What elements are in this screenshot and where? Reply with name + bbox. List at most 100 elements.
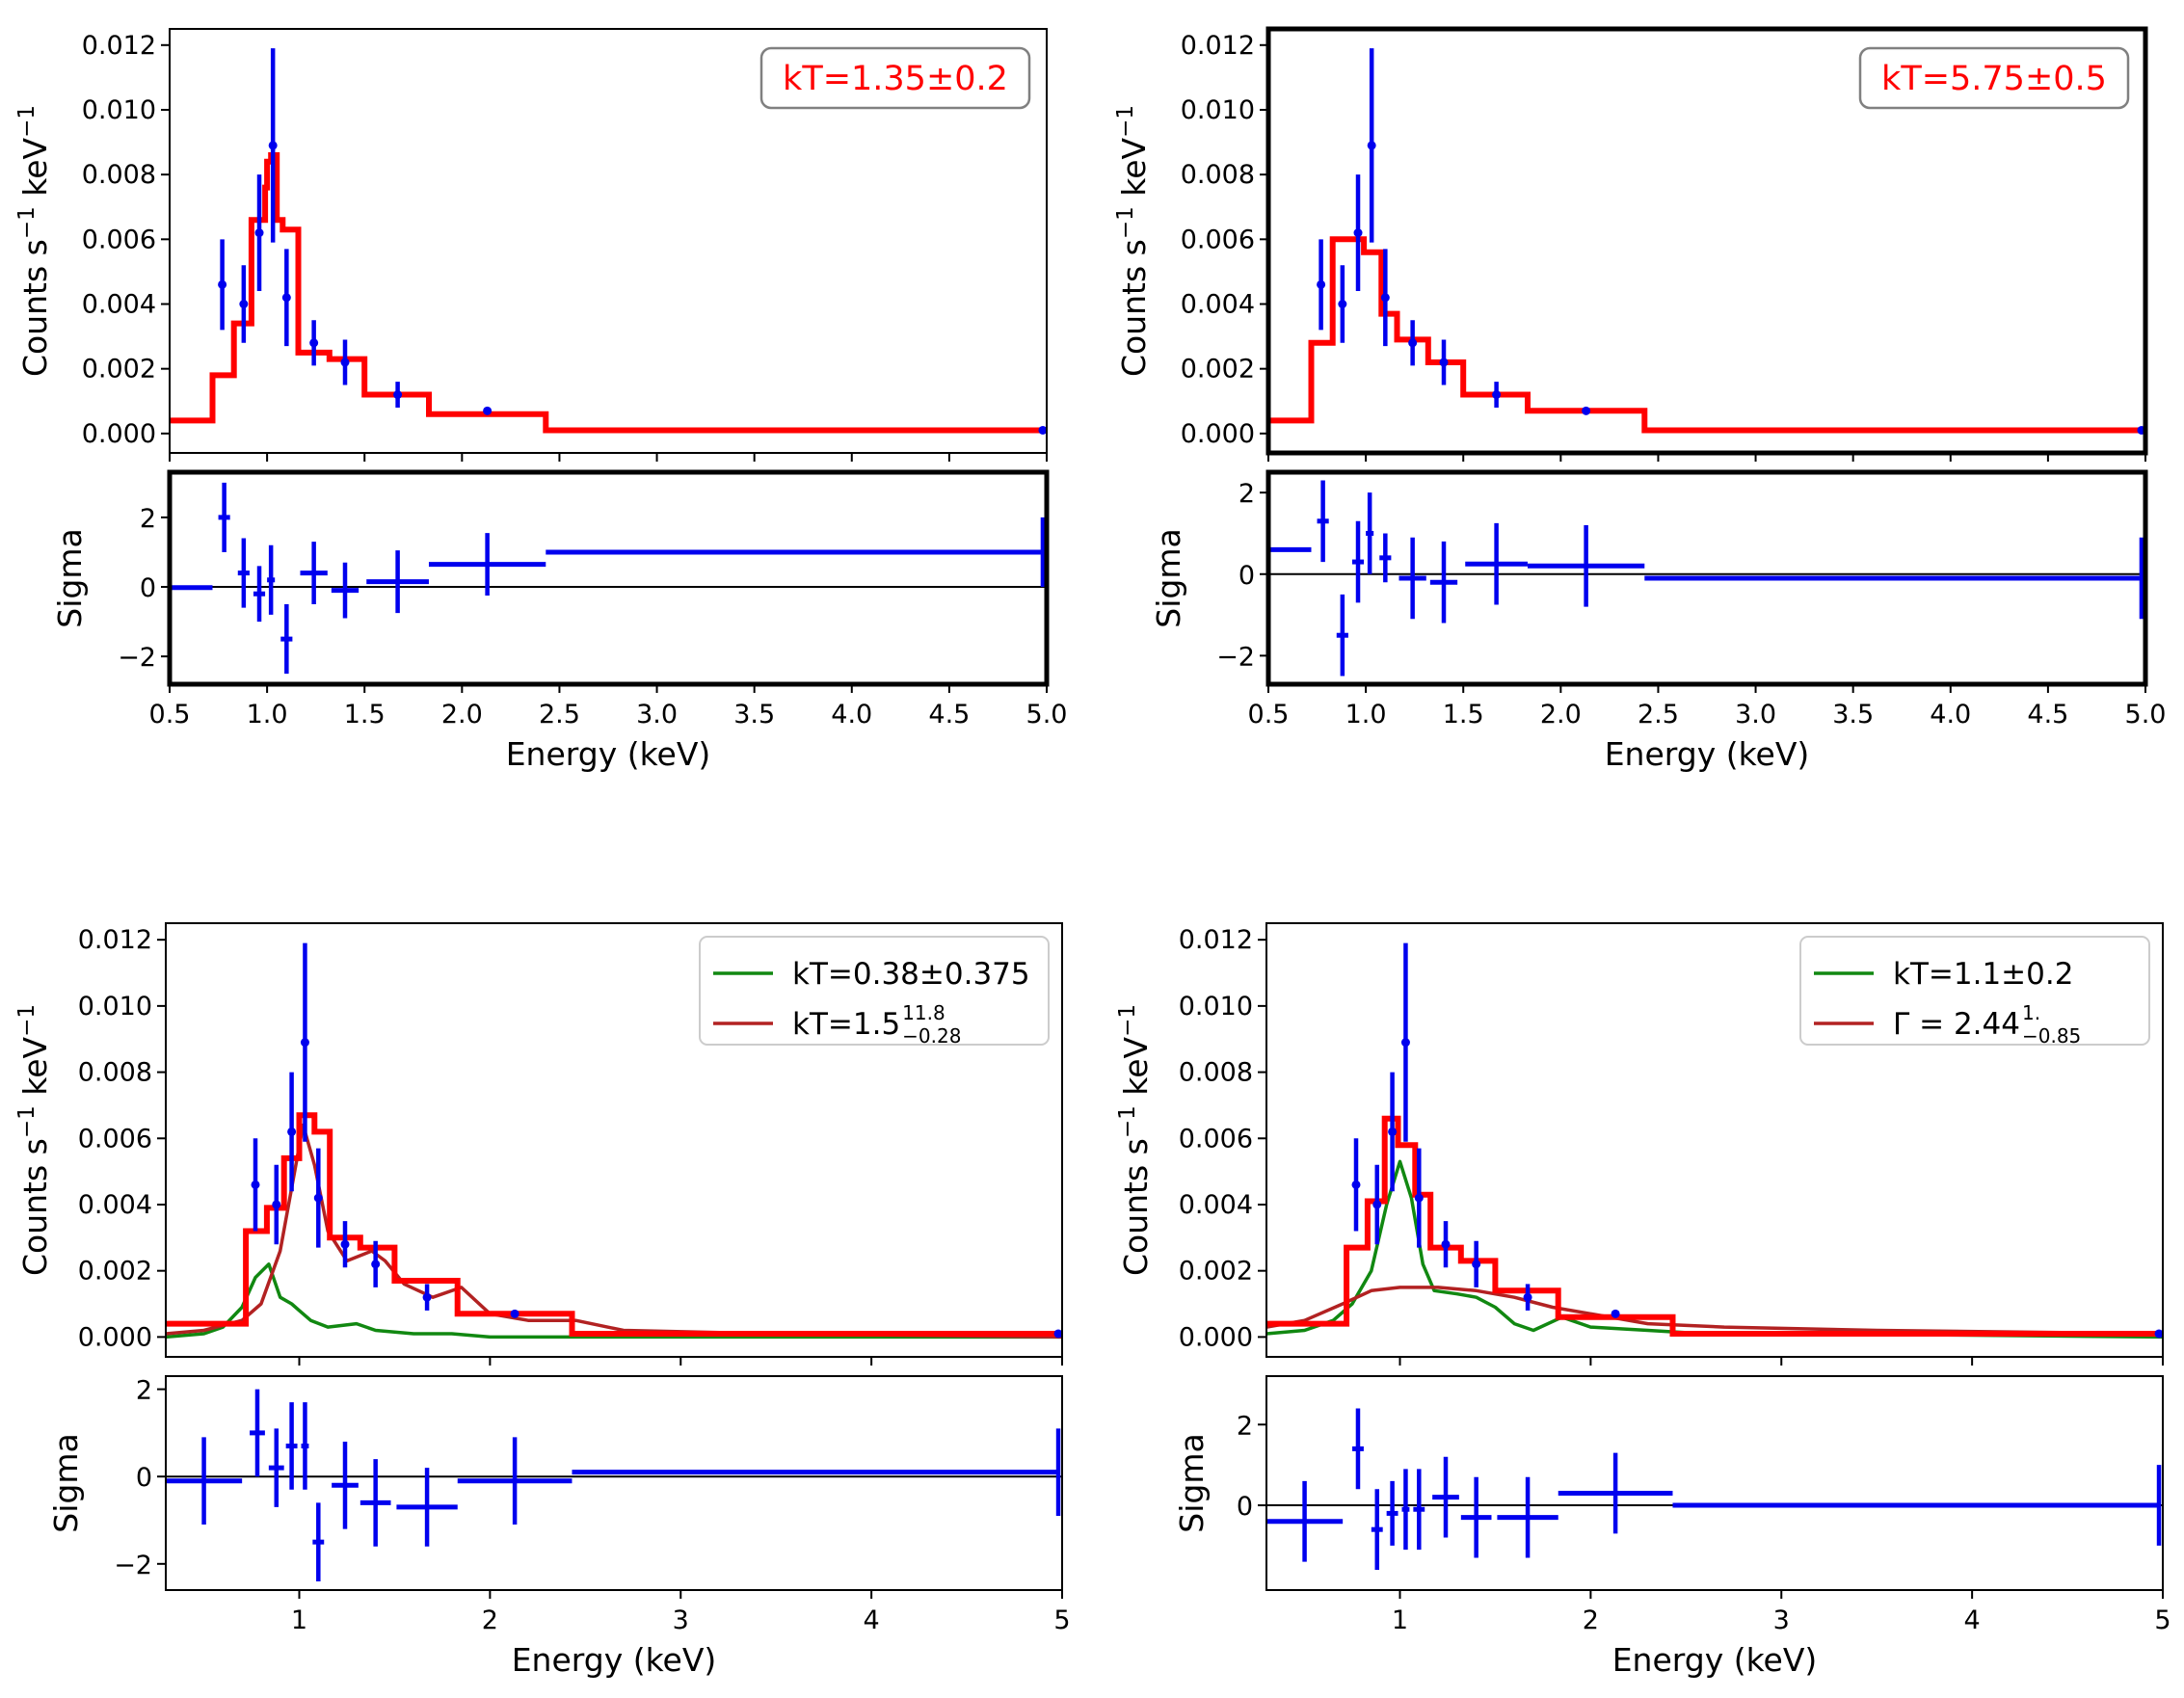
y-tick-label: 0.010 [1179, 992, 1253, 1021]
spectrum-data-point [1472, 1240, 1481, 1287]
legend-superscript: 1. [2022, 1001, 2040, 1024]
y-axis-title-sigma: Sigma [1173, 1433, 1211, 1532]
x-tick-label: 2.0 [1540, 700, 1582, 730]
y-tick-label: 0.004 [82, 289, 156, 319]
y-tick-label: 0.008 [78, 1058, 152, 1088]
y-tick-label: 0.000 [1179, 1322, 1253, 1352]
x-tick-label: 2.5 [539, 700, 580, 730]
residual-point [237, 538, 250, 608]
residual-point [1432, 1456, 1459, 1538]
spectrum-axes: 0.000 0.002 0.004 0.006 0.008 0.010 0.012 Count… [14, 922, 1063, 1366]
spectrum-data-point [1038, 425, 1047, 435]
spectrum-axes-frame [1265, 26, 2148, 456]
spectrum-data-point [340, 1221, 350, 1268]
spectrum-data-point [1492, 382, 1502, 408]
y-tick-label: 0.008 [82, 160, 156, 190]
legend-frame [1799, 936, 2150, 1046]
residual-point [457, 1437, 573, 1526]
legend-label: Γ = 2.44 [1893, 1007, 2020, 1042]
spectrum-data-point [239, 265, 249, 343]
y-axis-title-counts: Counts s−1 keV−1 [14, 105, 54, 377]
spectrum-data-point [1414, 1148, 1424, 1248]
residual-point [280, 604, 293, 675]
residual-point [1352, 1408, 1364, 1490]
spectrum-data-point [287, 1072, 297, 1192]
spectrum-data-point [1611, 1309, 1620, 1318]
total-model-step-line [166, 1112, 1062, 1337]
spectrum-axes: 0.000 0.002 0.004 0.006 0.008 0.010 0.012 Count… [1115, 922, 2164, 1366]
y-tick-label: 0.002 [78, 1257, 152, 1287]
x-tick-label: 1.0 [247, 700, 288, 730]
total-model-step-line [1268, 236, 2145, 434]
spectrum-data-point [1439, 339, 1449, 385]
x-tick-label: 1 [291, 1605, 307, 1635]
spectrum-data-point [2154, 1329, 2163, 1339]
y-tick-label: 0 [140, 573, 156, 603]
residual-axes-frame [165, 1375, 1063, 1591]
spectrum-data-point [313, 1148, 323, 1248]
spectrum-data-point [281, 249, 291, 347]
y-tick-label: 0.004 [1179, 1190, 1253, 1220]
legend-label: kT=1.5 [792, 1007, 900, 1042]
y-tick-label: 0.000 [82, 419, 156, 449]
kt-annotation-text: kT=5.75±0.5 [1881, 60, 2107, 98]
residual-point [1336, 594, 1348, 677]
legend: kT=1.1±0.2 Γ = 2.44 1.−0.85 [1799, 936, 2150, 1048]
y-tick-label: 0.006 [1181, 225, 1255, 254]
residual-point [1379, 533, 1392, 583]
x-tick-label: 0.5 [1248, 700, 1290, 730]
spectrum-data-point [1367, 48, 1376, 243]
residual-point [268, 1428, 284, 1507]
residual-axes-frame [167, 469, 1050, 687]
legend-item: kT=1.5 11.8−0.28 [713, 1001, 961, 1048]
spectrum-axes-frame [169, 28, 1048, 454]
residual-point [1398, 537, 1426, 620]
legend-label: kT=1.1±0.2 [1893, 957, 2073, 992]
residual-point [218, 482, 230, 552]
residual-point [366, 550, 429, 614]
y-axis-title-sigma: Sigma [1150, 528, 1187, 627]
panel-bottom-right: 0.000 0.002 0.004 0.006 0.008 0.010 0.012 Count… [1115, 922, 2171, 1679]
legend-item: kT=0.38±0.375 [713, 957, 1030, 992]
x-tick-label: 5 [2154, 1605, 2171, 1635]
y-tick-label: 0.008 [1181, 160, 1255, 190]
x-tick-label: 5 [1053, 1605, 1070, 1635]
y-tick-label: 0 [136, 1463, 152, 1493]
y-axis-title-sigma: Sigma [47, 1433, 85, 1532]
spectrum-plot-area [1268, 48, 2145, 435]
residual-point [332, 1441, 359, 1529]
x-tick-label: 1.0 [1345, 700, 1387, 730]
y-tick-label: 0.012 [1179, 925, 1253, 955]
residual-point [1465, 522, 1528, 605]
spectrum-data-point [1380, 249, 1390, 347]
residual-point [1317, 480, 1329, 563]
kt-annotation-text: kT=1.35±0.2 [783, 60, 1008, 98]
y-tick-label: 0.004 [1181, 289, 1255, 319]
x-axis-title: Energy (keV) [506, 735, 711, 773]
y-tick-label: 2 [1237, 1411, 1253, 1441]
legend-label: kT=0.38±0.375 [792, 957, 1030, 992]
residual-plot-area [170, 482, 1047, 675]
x-tick-label: 4.5 [2027, 700, 2068, 730]
spectrum-axes: 0.000 0.002 0.004 0.006 0.008 0.010 0.012 Count… [14, 28, 1048, 462]
residual-axes: −2 0 2 1 2 3 4 5 Sigma Energy (keV) [47, 1375, 1071, 1679]
spectrum-data-point [272, 1164, 281, 1245]
y-tick-label: −2 [118, 643, 156, 673]
panel-bottom-left: 0.000 0.002 0.004 0.006 0.008 0.010 0.012 Count… [14, 922, 1071, 1679]
kt-annotation-box: kT=5.75±0.5 [1858, 46, 2130, 110]
y-axis-title-counts: Counts s−1 keV−1 [1115, 1004, 1155, 1276]
x-tick-label: 1.5 [1443, 700, 1484, 730]
y-axis-title-sigma: Sigma [51, 528, 89, 627]
spectrum-data-point [1317, 239, 1326, 331]
legend-item: Γ = 2.44 1.−0.85 [1814, 1001, 2081, 1048]
x-tick-label: 3.5 [1832, 700, 1874, 730]
residual-point [1527, 525, 1645, 607]
residual-point [428, 533, 546, 597]
panel-top-left: 0.000 0.002 0.004 0.006 0.008 0.010 0.012 Count… [14, 28, 1067, 773]
spectrum-data-point [510, 1309, 519, 1318]
residual-point [396, 1468, 458, 1547]
residual-axes-frame [1265, 1375, 2164, 1591]
y-tick-label: 0.012 [82, 31, 156, 61]
x-tick-label: 1.5 [344, 700, 386, 730]
